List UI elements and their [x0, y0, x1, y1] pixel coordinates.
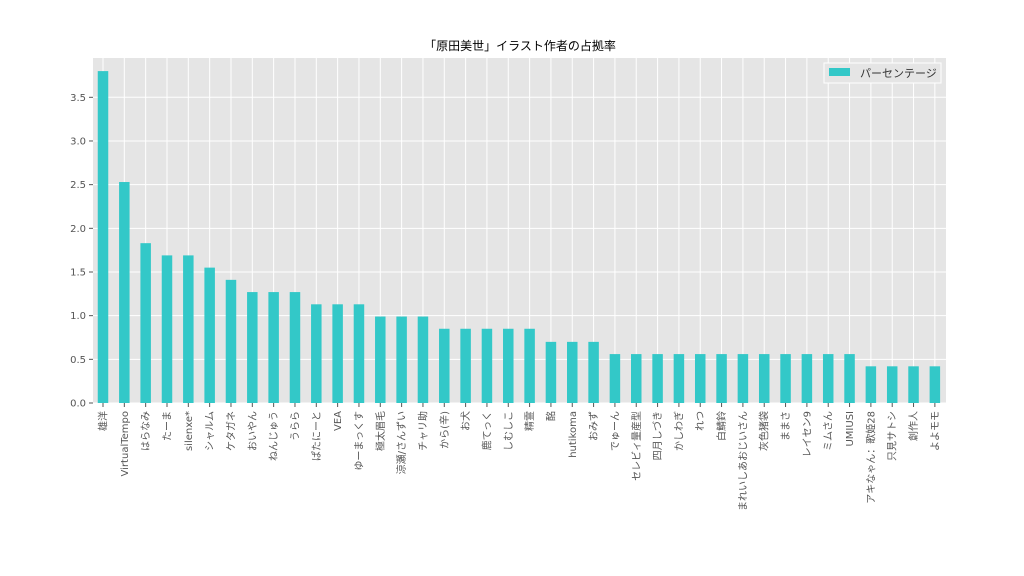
x-tick-label: チャリ助	[416, 411, 429, 451]
bar	[801, 354, 813, 403]
x-tick-label: たーま	[161, 411, 173, 441]
x-tick-label: silenxe*	[184, 411, 195, 451]
bar	[417, 316, 429, 403]
x-tick-label: ケタガネ	[225, 411, 237, 451]
x-tick-label: ねんじゅう	[268, 411, 280, 461]
bar	[631, 354, 642, 403]
bar	[609, 354, 621, 403]
bar	[247, 292, 258, 403]
legend-box	[823, 62, 942, 84]
x-tick-label: れつ	[695, 411, 707, 431]
x-tick-label: ぱたにーと	[311, 411, 323, 461]
x-tick-label: うらら	[289, 411, 301, 441]
y-tick-label: 2.0	[70, 224, 86, 235]
x-tick-label: 涼瀬/さんずい	[395, 411, 408, 474]
x-tick-label: まれいしあおじいさん	[737, 411, 749, 511]
x-tick-label: でゅーん	[609, 411, 621, 451]
y-tick-label: 1.0	[70, 311, 86, 322]
bar	[545, 341, 557, 403]
x-tick-label: セレビィ量産型	[630, 411, 643, 481]
x-tick-label: 灰色猪袋	[758, 411, 771, 451]
bar	[481, 328, 493, 403]
x-tick-label: よよモモ	[929, 411, 941, 451]
x-tick-label: お犬	[459, 411, 472, 431]
x-tick-label: 只見サトシ	[887, 411, 899, 461]
bar	[588, 341, 599, 403]
x-tick-label: ミムさん	[823, 411, 835, 451]
x-tick-label: かしわぎ	[672, 411, 685, 451]
x-tick-label: しむしこ	[503, 411, 515, 451]
x-tick-label: 白鯖鈴	[715, 411, 728, 441]
x-tick-label: 極太眉毛	[374, 411, 387, 451]
bar	[652, 354, 663, 403]
y-tick-label: 3.0	[70, 136, 86, 147]
y-axis: 0.0 0.5 1.0 1.5 2.0 2.5 3.0 3.5	[70, 93, 93, 410]
bar	[268, 292, 279, 403]
x-tick-label: 四月しづき	[652, 411, 664, 460]
legend: パーセンテージ	[823, 62, 942, 84]
x-tick-label: 創作人	[908, 411, 920, 441]
x-tick-label: シャルム	[204, 411, 216, 451]
bar	[183, 255, 194, 403]
x-tick-label: から(辛)	[438, 411, 451, 449]
bar	[204, 267, 215, 403]
x-tick-label: ままさ	[780, 411, 792, 441]
x-tick-label: 酩	[544, 411, 557, 421]
x-tick-label: 精霊	[523, 411, 536, 431]
legend-swatch	[829, 68, 850, 76]
bar	[673, 354, 685, 403]
bar	[886, 366, 898, 403]
bar	[140, 243, 151, 403]
x-axis: 雄洋 VirtualTempo はらなみ たーま silenxe* シャルム ケタガネ おいや…	[97, 403, 941, 511]
x-tick-label: ゆーまっくす	[353, 411, 365, 471]
bar	[97, 71, 109, 404]
x-tick-label: hutikoma	[568, 411, 579, 458]
x-tick-label: レイセン9	[801, 411, 813, 457]
bar	[908, 366, 919, 403]
bar	[332, 304, 343, 403]
bar	[694, 354, 706, 403]
x-tick-label: おいやん	[247, 411, 259, 451]
bar	[822, 354, 834, 403]
bar	[396, 316, 407, 403]
x-tick-label: VEA	[333, 411, 344, 431]
bar	[929, 366, 941, 403]
x-tick-label: 雄洋	[97, 411, 110, 431]
bar	[567, 341, 578, 403]
x-tick-label: 鹿てっく	[480, 411, 493, 450]
y-tick-label: 2.5	[70, 180, 86, 191]
x-tick-label: UMIUSI	[845, 411, 856, 447]
bar	[460, 328, 471, 403]
bar	[161, 255, 173, 403]
x-tick-label: アキなゃん：歌姫28	[864, 411, 877, 504]
x-tick-label: VirtualTempo	[120, 411, 131, 476]
bar	[865, 366, 877, 403]
bars	[97, 71, 941, 404]
bar	[780, 354, 791, 403]
bar	[311, 304, 322, 403]
bar	[375, 316, 386, 403]
bar	[737, 354, 749, 403]
x-tick-label: おみず	[588, 411, 600, 441]
bar	[524, 328, 535, 403]
y-tick-label: 0.0	[70, 399, 86, 410]
x-tick-label: はらなみ	[140, 411, 152, 451]
bar	[439, 328, 450, 403]
bar	[844, 354, 855, 403]
bar	[119, 182, 130, 403]
bar	[503, 328, 514, 403]
plot-area	[93, 58, 946, 403]
y-tick-label: 0.5	[70, 355, 86, 366]
bar	[758, 354, 770, 403]
bar	[289, 292, 301, 403]
y-tick-label: 1.5	[70, 267, 86, 278]
bar	[716, 354, 727, 403]
legend-label: パーセンテージ	[860, 67, 937, 80]
chart-title: 「原田美世」イラスト作者の占拠率	[424, 38, 616, 53]
y-tick-label: 3.5	[70, 93, 86, 104]
bar	[353, 304, 365, 403]
bar	[225, 279, 237, 403]
